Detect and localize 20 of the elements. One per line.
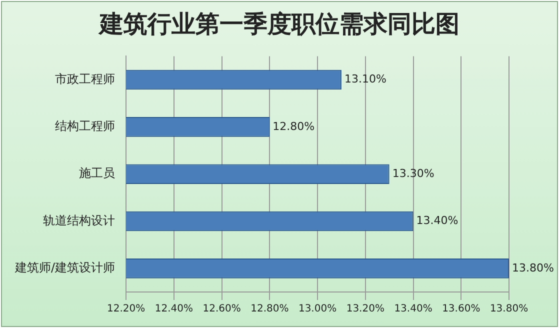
x-tick-label: 12.40% xyxy=(154,304,193,315)
y-tick-label: 结构工程师 xyxy=(55,119,116,134)
x-tick-label: 13.40% xyxy=(394,304,432,315)
data-label: 13.40% xyxy=(416,214,458,228)
data-label: 13.30% xyxy=(392,166,434,180)
x-tick-label: 13.20% xyxy=(346,304,384,315)
y-tick-label: 轨道结构设计 xyxy=(43,213,116,228)
data-label: 13.80% xyxy=(512,261,554,274)
data-label: 13.10% xyxy=(344,72,386,86)
chart-title: 建筑行业第一季度职位需求同比图 xyxy=(97,9,460,40)
data-label: 12.80% xyxy=(272,120,315,133)
y-tick-label: 建筑师/建筑设计师 xyxy=(14,260,116,275)
x-tick-label: 12.80% xyxy=(250,304,289,315)
x-tick-label: 13.00% xyxy=(298,304,337,315)
x-tick-label: 13.60% xyxy=(442,304,480,315)
x-tick-label: 13.80% xyxy=(490,304,528,315)
x-tick-label: 12.20% xyxy=(106,304,146,315)
x-tick-label: 12.60% xyxy=(202,304,241,315)
y-tick-label: 市政工程师 xyxy=(55,72,116,86)
y-tick-label: 施工员 xyxy=(79,166,116,180)
